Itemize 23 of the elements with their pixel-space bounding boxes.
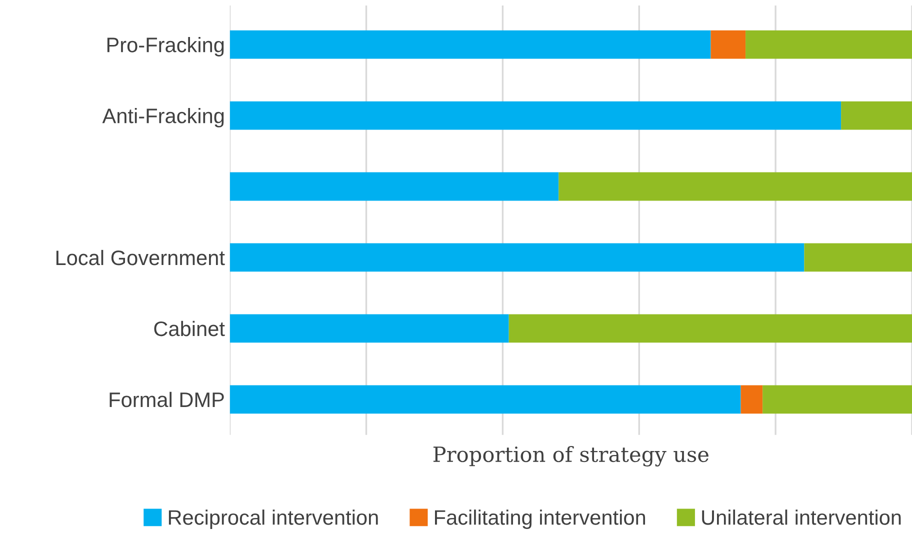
- y-tick-label: Formal DMP: [110, 392, 224, 408]
- legend-label: Facilitating intervention: [435, 510, 646, 529]
- bar: [230, 30, 711, 59]
- bar: [746, 30, 912, 59]
- legend-label: Reciprocal intervention: [168, 510, 378, 529]
- bar: [230, 385, 741, 414]
- bar: [508, 314, 912, 343]
- bar: [710, 30, 746, 59]
- bar: [558, 172, 912, 201]
- legend-label: Unilateral intervention: [702, 510, 901, 525]
- y-tick-label: Local Government: [56, 250, 225, 266]
- bar: [740, 385, 763, 414]
- bar: [230, 243, 804, 272]
- y-tick-label: Cabinet: [154, 320, 225, 336]
- bar: [230, 101, 842, 130]
- bar: [804, 243, 912, 272]
- bar: [230, 172, 559, 201]
- bar: [762, 385, 912, 414]
- y-tick-label: Pro-Fracking: [107, 37, 224, 56]
- bar: [841, 101, 912, 130]
- bar: [230, 314, 509, 343]
- y-tick-label: Anti-Fracking: [102, 108, 224, 128]
- x-axis-title: Proportion of strategy use: [433, 446, 708, 466]
